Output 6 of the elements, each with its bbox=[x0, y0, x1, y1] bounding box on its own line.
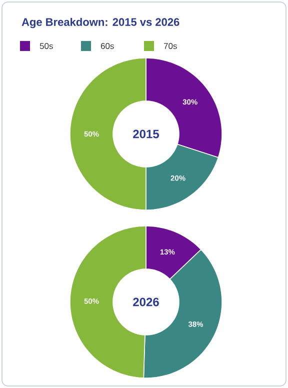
legend-label: 70s bbox=[164, 42, 177, 50]
legend-label: 50s bbox=[40, 42, 53, 50]
text: 2015 bbox=[133, 130, 159, 138]
legend-label: 60s bbox=[100, 42, 114, 50]
chart-title: Age Breakdown: 2015 vs 2026 bbox=[22, 18, 180, 28]
text: 2026 bbox=[133, 298, 159, 306]
